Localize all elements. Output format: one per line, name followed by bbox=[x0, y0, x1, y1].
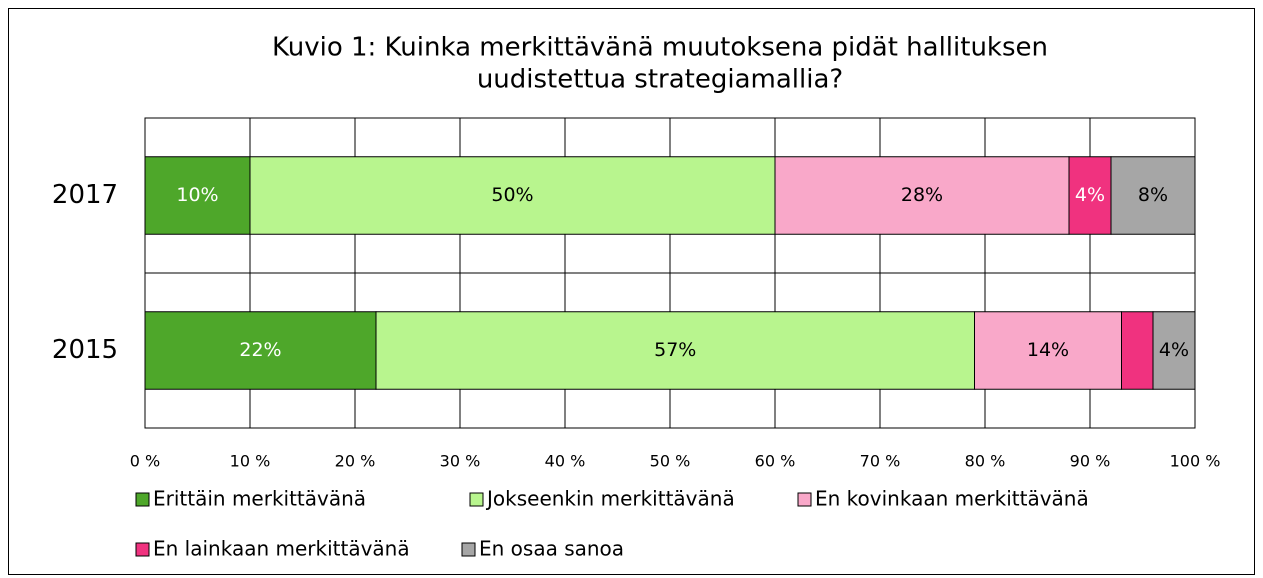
x-tick-label: 20 % bbox=[335, 452, 376, 471]
data-label: 57% bbox=[654, 339, 696, 361]
x-tick-label: 90 % bbox=[1070, 452, 1111, 471]
x-tick-label: 10 % bbox=[230, 452, 271, 471]
data-label: 22% bbox=[239, 339, 281, 361]
chart-title: Kuvio 1: Kuinka merkittävänä muutoksena … bbox=[272, 33, 1048, 63]
bar-segment bbox=[249, 156, 776, 235]
legend-label: En lainkaan merkittävänä bbox=[153, 537, 410, 561]
bar-segment bbox=[974, 311, 1122, 390]
data-label: 50% bbox=[491, 184, 533, 206]
x-tick-label: 50 % bbox=[650, 452, 691, 471]
bar-segment bbox=[1152, 311, 1196, 390]
bar-segment bbox=[1121, 311, 1154, 390]
data-label: 4% bbox=[1075, 184, 1105, 206]
legend-swatch bbox=[469, 492, 484, 507]
bar-segment bbox=[1068, 156, 1112, 235]
data-label: 14% bbox=[1027, 339, 1069, 361]
data-label: 10% bbox=[176, 184, 218, 206]
legend-label: Erittäin merkittävänä bbox=[153, 487, 366, 511]
legend-label: En osaa sanoa bbox=[479, 537, 624, 561]
y-tick-label: 2017 bbox=[52, 180, 118, 210]
x-tick-label: 40 % bbox=[545, 452, 586, 471]
chart-title: uudistettua strategiamallia? bbox=[477, 65, 843, 95]
x-tick-label: 100 % bbox=[1170, 452, 1221, 471]
legend-label: Jokseenkin merkittävänä bbox=[485, 487, 735, 511]
x-tick-label: 60 % bbox=[755, 452, 796, 471]
bar-segment bbox=[375, 311, 975, 390]
x-tick-label: 30 % bbox=[440, 452, 481, 471]
legend-swatch bbox=[135, 492, 150, 507]
bar-segment bbox=[1110, 156, 1196, 235]
data-label: 8% bbox=[1138, 184, 1168, 206]
chart-frame bbox=[8, 8, 1255, 575]
data-label: 4% bbox=[1159, 339, 1189, 361]
bar-segment bbox=[774, 156, 1070, 235]
bar-segment bbox=[144, 311, 377, 390]
y-tick-label: 2015 bbox=[52, 335, 118, 365]
bar-segment bbox=[144, 156, 251, 235]
data-label: 28% bbox=[901, 184, 943, 206]
legend-label: En kovinkaan merkittävänä bbox=[815, 487, 1089, 511]
legend-swatch bbox=[461, 542, 476, 557]
legend-swatch bbox=[797, 492, 812, 507]
x-tick-label: 70 % bbox=[860, 452, 901, 471]
legend-swatch bbox=[135, 542, 150, 557]
x-tick-label: 0 % bbox=[130, 452, 160, 471]
x-tick-label: 80 % bbox=[965, 452, 1006, 471]
